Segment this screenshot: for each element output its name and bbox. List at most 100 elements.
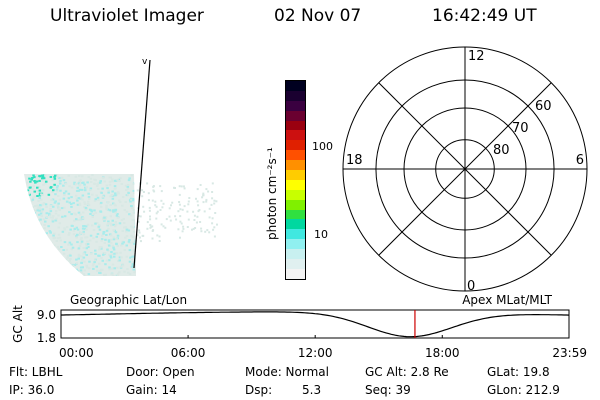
image-pixel	[193, 219, 196, 221]
image-pixel	[27, 218, 30, 220]
image-pixel	[91, 216, 94, 218]
image-pixel	[76, 241, 79, 244]
image-pixel	[134, 174, 136, 177]
image-pixel	[41, 208, 45, 211]
image-pixel	[78, 231, 82, 234]
image-pixel	[124, 230, 128, 233]
image-pixel	[109, 255, 112, 258]
image-pixel	[80, 261, 83, 264]
image-pixel	[55, 217, 58, 220]
image-pixel	[126, 268, 129, 271]
image-pixel	[100, 239, 103, 242]
image-pixel	[119, 251, 122, 254]
image-pixel	[45, 246, 48, 249]
image-pixel	[72, 229, 76, 232]
image-pixel	[125, 235, 129, 238]
image-pixel	[118, 259, 121, 262]
image-pixel	[197, 204, 200, 207]
image-pixel	[98, 248, 101, 251]
image-pixel	[79, 216, 83, 219]
image-pixel	[68, 232, 71, 235]
image-pixel	[207, 190, 210, 193]
image-pixel	[119, 201, 122, 204]
image-pixel	[38, 189, 42, 192]
image-pixel	[179, 208, 182, 211]
image-pixel	[40, 179, 44, 182]
image-pixel	[39, 237, 43, 240]
image-pixel	[41, 246, 44, 249]
image-pixel	[105, 229, 109, 232]
image-pixel	[59, 258, 62, 261]
image-pixel	[62, 184, 65, 187]
image-pixel	[139, 215, 142, 218]
image-pixel	[107, 240, 111, 243]
image-pixel	[87, 192, 90, 195]
image-pixel	[58, 272, 62, 275]
image-pixel	[95, 265, 98, 268]
image-pixel	[177, 210, 180, 213]
image-pixel	[75, 226, 78, 229]
image-pixel	[31, 198, 35, 201]
image-pixel	[78, 188, 82, 191]
image-pixel	[49, 216, 53, 219]
image-pixel	[123, 209, 126, 212]
image-pixel	[155, 212, 158, 215]
image-pixel	[36, 207, 40, 210]
image-pixel	[139, 236, 141, 239]
image-pixel	[53, 236, 56, 239]
image-pixel	[24, 231, 28, 234]
image-pixel	[78, 183, 82, 186]
image-pixel	[73, 183, 76, 186]
image-pixel	[38, 194, 42, 197]
image-pixel	[61, 266, 64, 269]
image-pixel	[100, 191, 103, 194]
image-pixel	[46, 237, 49, 240]
image-pixel	[49, 213, 52, 216]
image-pixel	[133, 242, 136, 245]
image-pixel	[54, 174, 57, 177]
image-pixel	[75, 262, 79, 265]
colorbar-segment	[286, 81, 305, 91]
image-pixel	[70, 213, 73, 216]
image-pixel	[134, 225, 136, 228]
image-pixel	[30, 224, 33, 227]
image-pixel	[43, 255, 46, 258]
colorbar-tick-10: 10	[314, 228, 328, 241]
image-pixel	[42, 183, 45, 186]
image-pixel	[102, 231, 105, 234]
image-pixel	[29, 180, 32, 183]
image-pixel	[29, 211, 33, 214]
image-pixel	[92, 229, 96, 232]
image-pixel	[77, 189, 80, 192]
image-pixel	[93, 178, 96, 181]
image-pixel	[56, 270, 59, 273]
image-pixel	[27, 249, 31, 252]
image-pixel	[146, 182, 149, 185]
image-pixel	[135, 260, 136, 263]
image-pixel	[111, 190, 114, 193]
terminator-line	[133, 59, 151, 269]
image-pixel	[154, 204, 157, 207]
image-pixel	[130, 205, 133, 208]
image-pixel	[83, 251, 87, 254]
image-pixel	[55, 174, 59, 176]
image-pixel	[111, 219, 114, 222]
image-pixel	[44, 261, 48, 264]
image-pixel	[52, 215, 55, 217]
image-pixel	[124, 184, 128, 187]
image-pixel	[83, 227, 87, 230]
image-pixel	[125, 255, 128, 258]
image-pixel	[44, 270, 47, 273]
image-pixel	[44, 220, 47, 223]
image-pixel	[44, 261, 47, 263]
image-pixel	[82, 181, 85, 184]
image-pixel	[39, 250, 43, 253]
image-pixel	[38, 207, 42, 210]
image-pixel	[50, 249, 53, 252]
image-pixel	[84, 206, 88, 209]
image-pixel	[77, 211, 81, 214]
image-pixel	[82, 230, 85, 233]
image-pixel	[128, 177, 131, 180]
image-pixel	[211, 222, 214, 225]
image-pixel	[165, 218, 168, 221]
